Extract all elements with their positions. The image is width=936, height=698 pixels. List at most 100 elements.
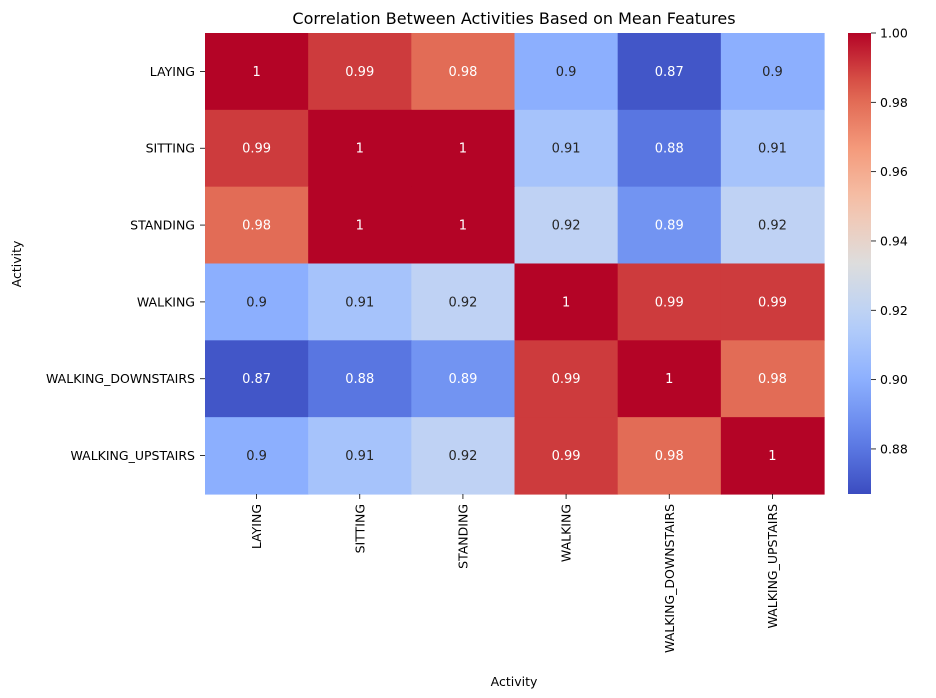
cell-annotation: 1 — [459, 219, 467, 234]
heatmap-cell — [308, 186, 412, 265]
colorbar-tick-label: 0.96 — [880, 164, 908, 179]
heatmap-cell — [308, 33, 412, 111]
heatmap-cell — [617, 263, 722, 341]
cell-annotation: 0.9 — [246, 295, 267, 310]
heatmap-cell — [720, 33, 825, 111]
cell-annotation: 0.87 — [242, 372, 271, 387]
cell-annotation: 1 — [562, 295, 570, 310]
heatmap-cell — [514, 417, 619, 495]
colorbar-tick-label: 0.94 — [880, 233, 908, 248]
cell-annotation: 0.87 — [655, 65, 684, 80]
cell-annotation: 0.91 — [345, 295, 374, 310]
cell-annotation: 0.91 — [758, 142, 787, 157]
heatmap-cell — [720, 340, 825, 418]
cell-annotation: 0.9 — [762, 65, 783, 80]
x-tick-label: STANDING — [455, 504, 470, 569]
cell-annotation: 0.98 — [448, 65, 477, 80]
colorbar-tick-label: 0.98 — [880, 95, 908, 110]
heatmap-cell — [411, 33, 516, 111]
y-axis-label: Activity — [9, 240, 24, 287]
heatmap-cell — [411, 263, 516, 341]
heatmap-cell — [205, 186, 309, 265]
heatmap-cell — [205, 109, 309, 188]
cell-annotation: 0.98 — [655, 449, 684, 464]
cell-annotation: 0.92 — [448, 449, 477, 464]
chart-title: Correlation Between Activities Based on … — [292, 9, 735, 28]
heatmap-cell — [411, 109, 516, 188]
y-tick-label: WALKING_DOWNSTAIRS — [46, 371, 195, 386]
cell-annotation: 1 — [356, 142, 364, 157]
cell-annotation: 0.91 — [552, 142, 581, 157]
x-tick-label: SITTING — [352, 504, 367, 553]
cell-annotation: 0.98 — [242, 219, 271, 234]
heatmap-cell — [411, 340, 516, 418]
colorbar-tick-label: 1.00 — [880, 26, 908, 41]
cell-annotation: 0.92 — [758, 219, 787, 234]
heatmap-cell — [514, 33, 619, 111]
cell-annotation: 0.89 — [448, 372, 477, 387]
cell-annotation: 0.99 — [552, 372, 581, 387]
heatmap-cell — [411, 186, 516, 265]
cell-annotation: 1 — [665, 372, 673, 387]
cell-annotation: 1 — [356, 219, 364, 234]
heatmap-cells — [205, 33, 825, 495]
x-tick-label: WALKING_UPSTAIRS — [765, 504, 780, 629]
colorbar-tick-label: 0.88 — [880, 441, 908, 456]
y-tick-label: LAYING — [150, 64, 195, 79]
colorbar: 0.88 0.90 0.92 0.94 0.96 0.98 1.00 — [848, 26, 908, 494]
cell-annotation: 0.99 — [345, 65, 374, 80]
cell-annotation: 0.92 — [448, 295, 477, 310]
heatmap-cell — [617, 109, 722, 188]
heatmap-cell — [308, 109, 412, 188]
cell-annotation: 1 — [768, 449, 776, 464]
heatmap-cell — [205, 263, 309, 341]
heatmap-cell — [617, 186, 722, 265]
x-tick-label: WALKING_DOWNSTAIRS — [662, 504, 677, 653]
heatmap-cell — [617, 417, 722, 495]
heatmap-cell — [205, 417, 309, 495]
heatmap-cell — [617, 33, 722, 111]
x-axis-label: Activity — [491, 674, 538, 689]
heatmap-cell — [205, 340, 309, 418]
cell-annotation: 0.98 — [758, 372, 787, 387]
colorbar-tick-label: 0.90 — [880, 372, 908, 387]
cell-annotation: 0.9 — [246, 449, 267, 464]
heatmap-cell — [308, 340, 412, 418]
heatmap-cell — [308, 417, 412, 495]
cell-annotation: 1 — [459, 142, 467, 157]
heatmap-cell — [514, 186, 619, 265]
x-tick-labels: LAYING SITTING STANDING WALKING WALKING_DOWN… — [249, 493, 780, 653]
cell-annotation: 0.99 — [758, 295, 787, 310]
y-tick-label: STANDING — [130, 218, 195, 233]
heatmap-cell — [720, 263, 825, 341]
x-tick-label: WALKING — [559, 504, 574, 562]
heatmap-annotations: 1 0.99 0.98 0.9 0.87 0.90.99 1 1 0.91 0.88 0.910.9… — [242, 65, 787, 464]
cell-annotation: 0.89 — [655, 219, 684, 234]
cell-annotation: 0.88 — [345, 372, 374, 387]
cell-annotation: 0.88 — [655, 142, 684, 157]
heatmap-cell — [514, 263, 619, 341]
cell-annotation: 0.9 — [556, 65, 577, 80]
heatmap-cell — [617, 340, 722, 418]
heatmap-cell — [514, 109, 619, 188]
y-tick-label: SITTING — [146, 141, 195, 156]
colorbar-gradient — [848, 33, 871, 494]
heatmap-cell — [411, 417, 516, 495]
heatmap-cell — [720, 109, 825, 188]
x-tick-label: LAYING — [249, 504, 264, 549]
cell-annotation: 0.99 — [242, 142, 271, 157]
cell-annotation: 0.91 — [345, 449, 374, 464]
colorbar-tick-label: 0.92 — [880, 303, 908, 318]
heatmap-cell — [308, 263, 412, 341]
y-tick-label: WALKING — [137, 294, 195, 309]
heatmap-cell — [514, 340, 619, 418]
heatmap-cell — [205, 33, 309, 111]
cell-annotation: 1 — [252, 65, 260, 80]
heatmap-cell — [720, 186, 825, 265]
y-tick-labels: LAYING SITTING STANDING WALKING WALKING_DOWN… — [46, 64, 205, 463]
y-tick-label: WALKING_UPSTAIRS — [70, 448, 195, 463]
cell-annotation: 0.99 — [552, 449, 581, 464]
heatmap-cell — [720, 417, 825, 495]
cell-annotation: 0.92 — [552, 219, 581, 234]
